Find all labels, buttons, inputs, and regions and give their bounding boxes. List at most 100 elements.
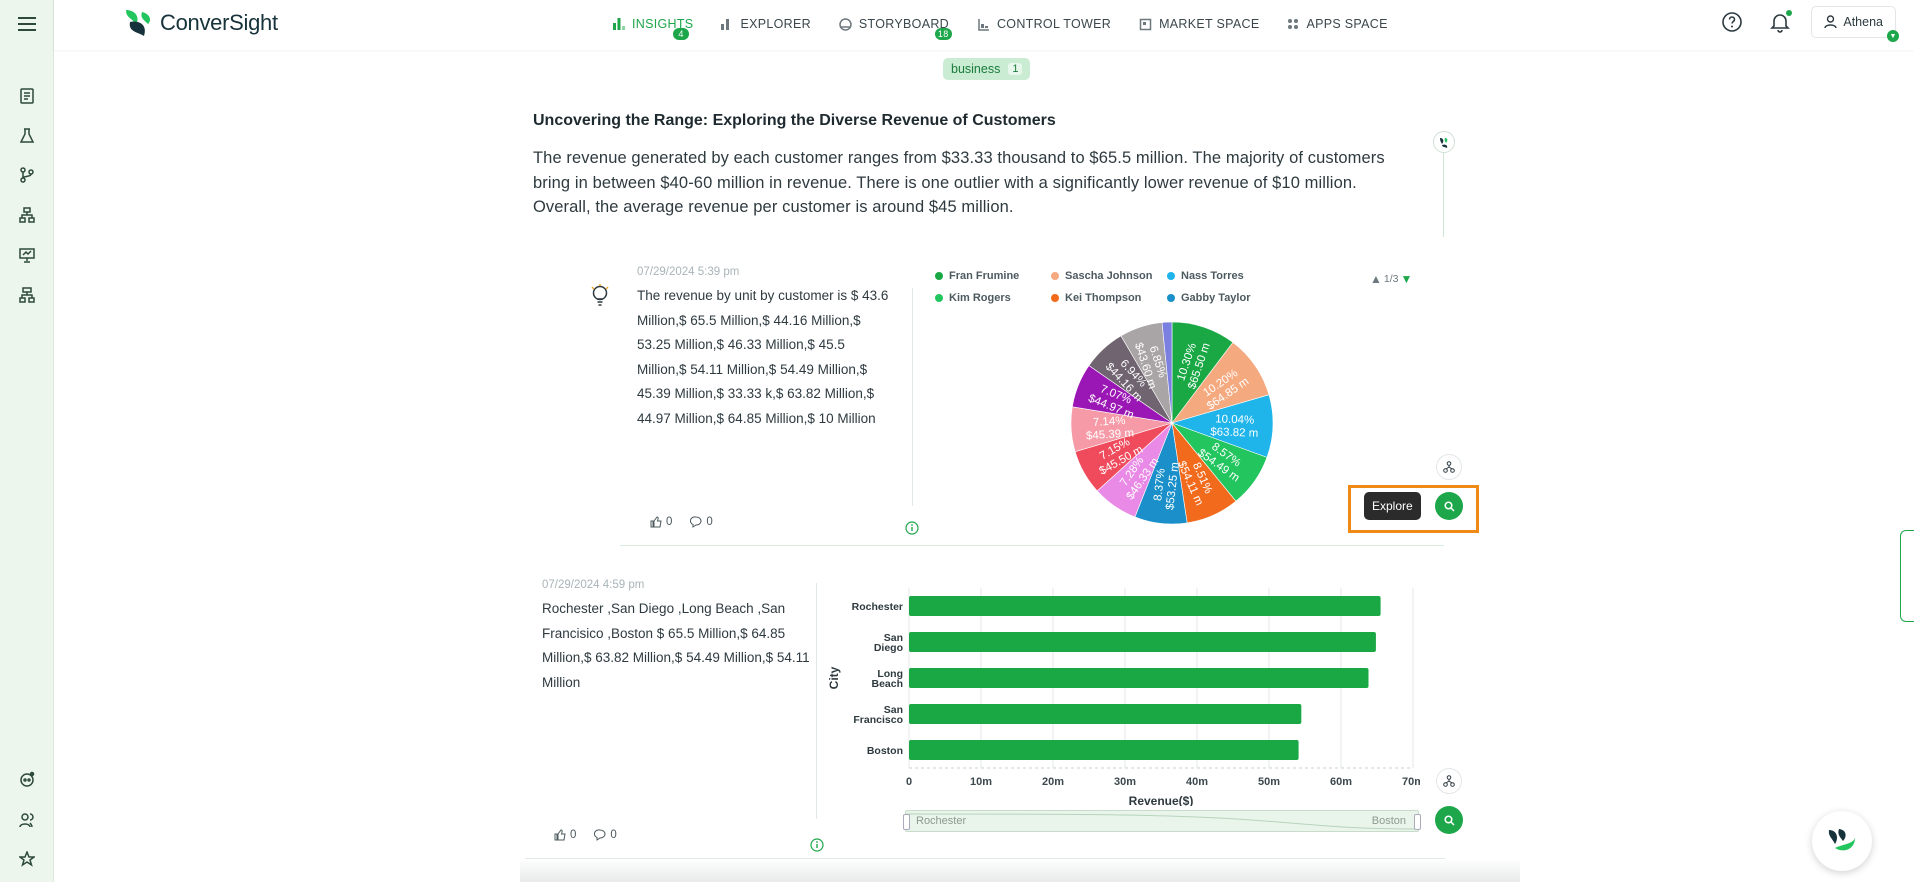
bot-settings-icon[interactable] [14, 766, 40, 792]
assistant-logo-icon [1828, 829, 1855, 851]
control-tower-icon [978, 18, 989, 31]
search-icon [1443, 500, 1455, 512]
card2-timestamp: 07/29/2024 4:59 pm [542, 579, 645, 591]
y-tick-label: San [884, 704, 903, 716]
x-tick-label: 0 [906, 776, 912, 788]
card1-bottom-border [620, 545, 1444, 546]
nav-explorer[interactable]: EXPLORER [707, 0, 824, 48]
legend-swatch [935, 272, 943, 280]
favorites-star-icon[interactable] [14, 846, 40, 872]
y-tick-label: San [884, 632, 903, 644]
slider-end-label: Boston [1371, 815, 1406, 827]
lab-flask-icon[interactable] [14, 123, 40, 149]
bar[interactable] [909, 740, 1299, 760]
legend-item[interactable]: Sascha Johnson [1051, 270, 1167, 282]
presentation-icon[interactable] [14, 242, 40, 268]
nav-storyboard[interactable]: STORYBOARD 18 [825, 0, 963, 48]
legend-item[interactable]: Kei Thompson [1051, 292, 1167, 304]
nav-explorer-label: EXPLORER [740, 17, 811, 31]
pie-slice[interactable] [1161, 321, 1173, 424]
hamburger-menu-icon[interactable] [14, 11, 40, 37]
comment-icon [594, 829, 606, 841]
user-name: Athena [1843, 15, 1883, 29]
pie-slice-label: 10.04%$63.82 m [1210, 413, 1258, 439]
org-structure-icon[interactable] [14, 282, 40, 308]
bar[interactable] [909, 596, 1381, 616]
chart-range-slider[interactable]: Rochester Boston [903, 810, 1421, 832]
search-icon [1443, 814, 1455, 826]
x-tick-label: 50m [1258, 776, 1280, 788]
card1-timestamp: 07/29/2024 5:39 pm [637, 266, 740, 278]
card2-comment-button[interactable]: 0 [594, 829, 617, 841]
top-bar: ConverSight INSIGHTS 4 EXPLORER STORYBOA… [54, 0, 1914, 50]
explore-highlight-box [1348, 485, 1479, 533]
card2-hierarchy-icon[interactable] [1436, 768, 1462, 794]
pie-pct-label: 8.37% [1152, 468, 1168, 502]
bar[interactable] [909, 632, 1376, 652]
legend-swatch [1167, 294, 1175, 302]
nav-insights[interactable]: INSIGHTS 4 [599, 0, 707, 48]
legend-item[interactable]: Gabby Taylor [1167, 292, 1283, 304]
card2-like-button[interactable]: 0 [554, 829, 576, 841]
help-icon[interactable] [1721, 11, 1743, 33]
card1-explore-search-button[interactable] [1435, 492, 1463, 520]
nav-apps-space[interactable]: APPS SPACE [1273, 0, 1401, 48]
assistant-chat-button[interactable] [1812, 811, 1872, 871]
x-axis-title: Revenue($) [1129, 794, 1194, 806]
pager-next-icon[interactable]: ▼ [1400, 272, 1413, 286]
bar[interactable] [909, 704, 1302, 724]
bar[interactable] [909, 668, 1369, 688]
tag-filter-chip[interactable]: business 1 [943, 58, 1031, 80]
card1-like-button[interactable]: 0 [650, 516, 672, 528]
nav-market-space[interactable]: MARKET SPACE [1125, 0, 1273, 48]
legend-item[interactable]: Fran Frumine [935, 270, 1051, 282]
card2-explore-search-button[interactable] [1435, 806, 1463, 834]
legend-item[interactable]: Nass Torres [1167, 270, 1283, 282]
notification-dot [1786, 10, 1793, 16]
card2-statement: Rochester ,San Diego ,Long Beach ,San Fr… [542, 601, 810, 690]
reports-icon[interactable] [14, 83, 40, 109]
pie-value-label: $45.39 m [1086, 427, 1135, 442]
top-right-actions: Athena ▼ [1721, 6, 1899, 42]
card1-hierarchy-icon[interactable] [1436, 454, 1462, 480]
timeline-knob-icon[interactable] [1433, 131, 1455, 153]
y-axis-title: City [827, 666, 841, 689]
hierarchy-icon[interactable] [14, 202, 40, 228]
user-menu-button[interactable]: Athena ▼ [1811, 6, 1899, 42]
explorer-icon [721, 19, 730, 30]
market-space-icon [1139, 18, 1152, 30]
pie-slice-label: 8.37%$53.25 m [1152, 462, 1181, 511]
card2-info-icon[interactable] [810, 838, 824, 857]
slider-right-handle[interactable] [1414, 814, 1421, 830]
card1-statement: The revenue by unit by customer is $ 43.… [637, 288, 889, 426]
legend-item[interactable]: Kim Rogers [935, 292, 1051, 304]
insights-icon [613, 18, 625, 30]
card1-comment-button[interactable]: 0 [690, 516, 713, 528]
legend-label: Kei Thompson [1065, 292, 1142, 304]
x-tick-label: 40m [1186, 776, 1208, 788]
pie-pct-label: 10.04% [1215, 413, 1254, 426]
chart-pager[interactable]: ▲ 1/3 ▼ [1370, 272, 1412, 286]
pager-prev-icon[interactable]: ▲ [1370, 272, 1382, 286]
nav-apps-space-label: APPS SPACE [1306, 17, 1388, 31]
y-tick-label: Beach [871, 678, 903, 690]
legend-label: Gabby Taylor [1181, 292, 1251, 304]
card1-info-icon[interactable] [905, 521, 919, 540]
slider-left-handle[interactable] [903, 814, 910, 830]
nav-market-space-label: MARKET SPACE [1159, 17, 1260, 31]
legend-label: Kim Rogers [949, 292, 1011, 304]
brand-name: ConverSight [160, 10, 278, 35]
nav-control-tower[interactable]: CONTROL TOWER [963, 0, 1125, 48]
legend-swatch [935, 294, 943, 302]
feedback-tab[interactable] [1900, 530, 1914, 622]
users-icon[interactable] [14, 807, 40, 833]
brand-logo[interactable]: ConverSight [122, 8, 278, 38]
notification-bell-icon[interactable] [1769, 10, 1793, 33]
apps-grid-icon [1288, 19, 1299, 29]
card2-comment-count: 0 [610, 829, 617, 841]
pager-label: 1/3 [1383, 273, 1399, 285]
nav-insights-label: INSIGHTS [632, 17, 694, 31]
card1-divider [912, 288, 913, 506]
workflow-branch-icon[interactable] [14, 162, 40, 188]
